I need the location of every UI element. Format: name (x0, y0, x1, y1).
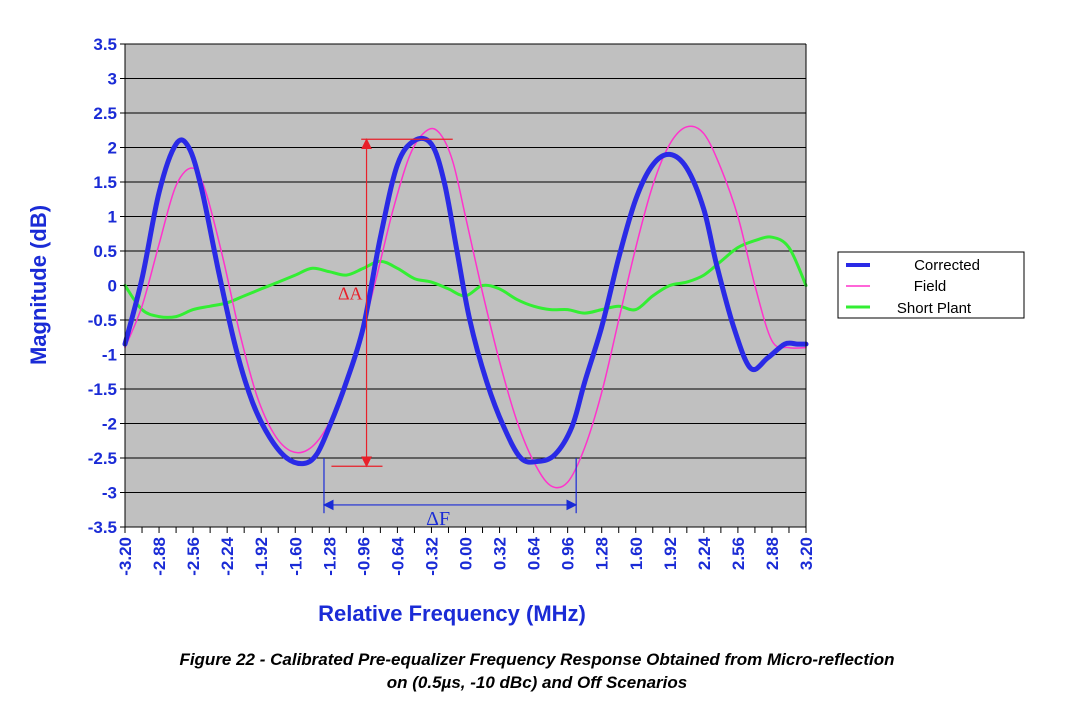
y-tick-label: 1.5 (93, 173, 117, 192)
x-tick-label: -1.92 (252, 537, 271, 576)
y-tick-label: 2 (108, 139, 117, 158)
x-tick-label: -3.20 (116, 537, 135, 576)
y-tick-label: -3 (102, 484, 117, 503)
legend-label-corrected: Corrected (914, 257, 980, 274)
x-tick-label: 0.96 (559, 537, 578, 570)
x-tick-label: -2.24 (218, 536, 237, 575)
x-tick-label: 1.92 (661, 537, 680, 570)
legend: Corrected Field Short Plant (837, 251, 1025, 319)
x-tick-label: 1.60 (627, 537, 646, 570)
y-axis-title: Magnitude (dB) (26, 205, 51, 365)
series-lines (122, 125, 809, 489)
x-tick-label: 1.28 (593, 537, 612, 570)
legend-label-short-plant: Short Plant (897, 300, 972, 317)
x-tick-label: 2.24 (695, 536, 714, 570)
x-tick-label: -1.28 (320, 537, 339, 576)
x-tick-label: -0.64 (388, 536, 407, 575)
series-corrected-line (122, 135, 809, 467)
y-tick-labels: 3.5 3 2.5 2 1.5 1 0.5 0 -0.5 -1 -1.5 -2 -2.5 -3 -3.5 (88, 35, 117, 537)
y-tick-label: -2 (102, 415, 117, 434)
x-tick-label: 2.88 (763, 537, 782, 570)
y-tick-label: 3.5 (93, 35, 117, 54)
y-tick-label: 0 (108, 277, 117, 296)
x-tick-label: -2.88 (150, 537, 169, 576)
delta-f-label: ΔF (426, 508, 450, 530)
y-tick-label: -1 (102, 346, 117, 365)
y-tick-label: 0.5 (93, 242, 117, 261)
y-tick-label: -1.5 (88, 380, 117, 399)
x-tick-label: 2.56 (729, 537, 748, 570)
y-tick-label: 3 (108, 70, 117, 89)
figure-caption-line-2: on (0.5µs, -10 dBc) and Off Scenarios (386, 673, 688, 692)
y-tick-label: 1 (108, 208, 117, 227)
x-tick-label: 0.00 (457, 537, 476, 570)
y-tick-label: -2.5 (88, 449, 117, 468)
series-field-line (124, 125, 807, 489)
delta-a-label: ΔA (338, 283, 363, 303)
x-tick-label: -1.60 (286, 537, 305, 576)
legend-label-field: Field (914, 278, 947, 295)
annotations: ΔA ΔF (322, 138, 578, 530)
x-tick-label: 0.64 (525, 536, 544, 570)
x-tick-label: -0.96 (354, 537, 373, 576)
x-tick-label: 0.32 (491, 537, 510, 570)
y-tick-label: -0.5 (88, 311, 117, 330)
figure-caption-line-1: Figure 22 - Calibrated Pre-equalizer Fre… (179, 650, 895, 669)
x-axis-title: Relative Frequency (MHz) (318, 601, 586, 626)
x-tick-label: -0.32 (422, 537, 441, 576)
y-tick-label: -3.5 (88, 518, 117, 537)
y-tick-label: 2.5 (93, 104, 117, 123)
x-tick-labels: -3.20 -2.88 -2.56 -2.24 -1.92 -1.60 -1.28 -0.96… (116, 536, 816, 575)
axes (120, 43, 807, 533)
x-tick-label: -2.56 (184, 537, 203, 576)
x-tick-label: 3.20 (797, 537, 816, 570)
